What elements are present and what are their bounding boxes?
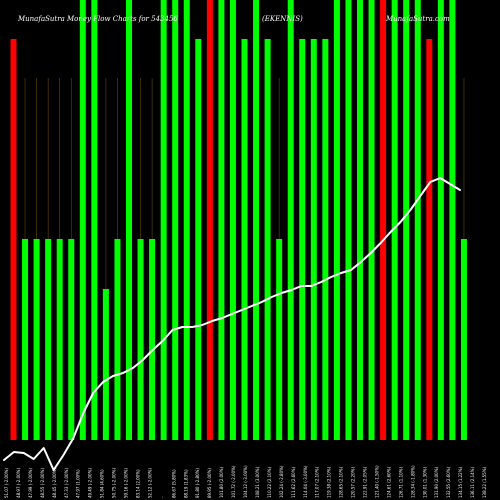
x-tick-label: 59.16 (-2.00%)	[124, 468, 129, 498]
x-tick-label: 119.38 (2.10%)	[327, 466, 332, 498]
bar	[45, 239, 52, 440]
x-tick-label: 121.40 (-1.50%)	[374, 465, 379, 498]
bar	[310, 39, 317, 440]
x-tick-label: 51.84 (4.60%)	[100, 469, 105, 498]
x-tick-label: 104.12 (-3.00%)	[243, 465, 248, 498]
bar	[368, 0, 375, 440]
bar	[460, 239, 467, 440]
x-tick-label: 138.22 (1.55%)	[482, 466, 487, 498]
x-tick-label: 134.15 (1.22%)	[458, 466, 463, 498]
x-tick-label: 130.01 (1.30%)	[422, 467, 427, 499]
x-tick-label: 101.72 (-2.00%)	[231, 465, 236, 498]
x-tick-label: 86.67 (5.80%)	[171, 469, 176, 498]
x-tick-label: 102.24 (-2.80%)	[279, 465, 284, 498]
x-tick-label: 110.22 (2.10%)	[267, 466, 272, 498]
x-tick-label: 50.75 (-2.00%)	[112, 468, 117, 498]
x-tick-label: 83.14 (2.00%)	[135, 469, 140, 498]
x-tick-label: 132.55 (2.60%)	[446, 466, 451, 498]
x-tick-label: 114.04 (-3.00%)	[303, 465, 308, 498]
bar	[160, 0, 167, 440]
x-tick-label: 120.57 (2.20%)	[351, 467, 356, 499]
bar	[10, 39, 17, 440]
x-tick-label: 47.99 (-2.00%)	[28, 468, 33, 498]
bar	[322, 39, 329, 440]
bar	[333, 0, 340, 440]
x-tick-label: 91.80 (-2.80%)	[195, 468, 200, 498]
site-name: MunafaSutra.com	[385, 15, 450, 23]
bar	[253, 0, 260, 440]
bar	[102, 289, 109, 440]
bar	[218, 0, 225, 440]
x-tick-label: 48.45 (-2.00%)	[52, 468, 57, 498]
x-tick-label: 111.62 (2.60%)	[291, 466, 296, 498]
x-tick-label: 49.49 (-2.00%)	[88, 468, 93, 498]
bar	[183, 0, 190, 440]
bar	[276, 239, 283, 440]
flow-line-group	[3, 177, 461, 471]
x-tick-label: 128.65 (2.10%)	[339, 466, 344, 498]
bar	[287, 0, 294, 440]
bar	[33, 239, 40, 440]
bar	[426, 39, 433, 440]
bar	[195, 39, 202, 440]
bar	[345, 0, 352, 440]
bar	[172, 0, 179, 440]
bar	[91, 0, 98, 440]
bar	[126, 0, 132, 440]
x-tick-label: 51.07 (-2.00%)	[4, 468, 9, 498]
chart-symbol: (EKENNIS)	[262, 15, 303, 23]
bar	[114, 239, 121, 440]
bar	[206, 0, 213, 440]
x-tick-label: 131.90 (2.00%)	[434, 466, 439, 498]
bar	[357, 0, 363, 440]
x-tick-label: 122.91 (2.05%)	[363, 466, 368, 498]
bars	[10, 0, 467, 440]
x-tick-label: 52.12 (-2.00%)	[147, 468, 152, 498]
bar	[414, 0, 421, 440]
bar	[380, 0, 387, 440]
bar	[79, 0, 86, 440]
bar	[22, 239, 29, 440]
x-tick-label: 128.34 (-1.80%)	[410, 465, 415, 498]
chart-title: MunafaSutra Money Flow Charts for 543456	[17, 15, 178, 23]
bar	[149, 239, 156, 440]
bar	[264, 39, 271, 440]
bar	[56, 239, 63, 440]
x-tick-label: 48.55 (-2.00%)	[40, 468, 45, 498]
x-tick-label: 124.61 (2.60%)	[386, 466, 391, 498]
bar	[137, 239, 144, 440]
x-tick-label: 89.95 (-2.00%)	[207, 468, 212, 498]
x-tick-label: 136.11 (2.14%)	[470, 467, 475, 499]
x-tick-label: 88.19 (1.83%)	[183, 469, 188, 498]
x-tick-label: 117.07 (2.10%)	[315, 466, 320, 498]
x-tick-label: 47.97 (1.00%)	[76, 469, 81, 498]
bar	[437, 0, 444, 440]
x-tick-label: -	[159, 496, 164, 498]
x-tick-label: 101.80 (2.00%)	[219, 466, 224, 498]
flow-line	[3, 177, 461, 471]
x-tick-label: 108.21 (3.00%)	[255, 466, 260, 498]
bar	[241, 39, 248, 440]
x-tick-label: 48.97 (-2.00%)	[16, 468, 21, 498]
x-tick-labels: 51.07 (-2.00%) 48.97 (-2.00%) 47.99 (-2.00…	[4, 465, 487, 498]
x-tick-label: 126.71 (1.10%)	[398, 467, 403, 499]
bar	[391, 0, 398, 440]
bar	[229, 0, 236, 440]
bar	[299, 39, 306, 440]
bar	[68, 239, 75, 440]
bar	[403, 0, 410, 440]
x-tick-label: 47.33 (-2.00%)	[64, 468, 69, 498]
bar	[449, 0, 456, 440]
